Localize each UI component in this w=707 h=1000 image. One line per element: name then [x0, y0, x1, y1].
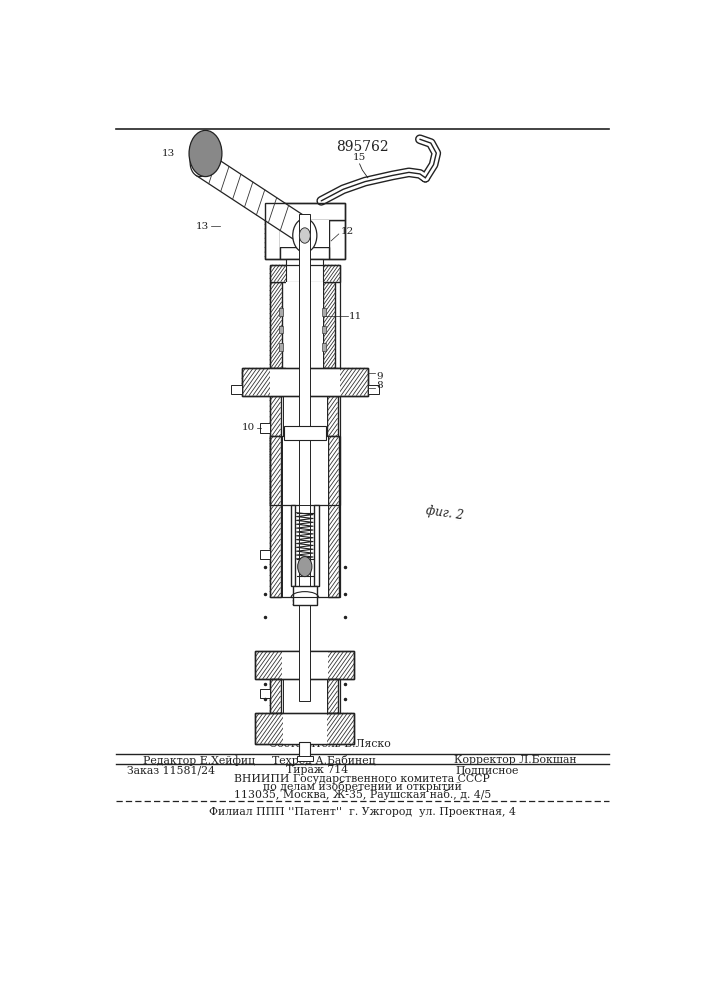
Bar: [283, 396, 327, 505]
Text: Корректор Л.Бокшан: Корректор Л.Бокшан: [455, 755, 577, 765]
Bar: [279, 308, 283, 316]
Bar: [280, 247, 329, 259]
Bar: [231, 385, 242, 394]
Text: 11: 11: [349, 312, 362, 321]
Text: фиг. 2: фиг. 2: [426, 504, 464, 522]
Bar: [260, 550, 270, 559]
Text: Филиал ППП ''Патент''  г. Ужгород  ул. Проектная, 4: Филиал ППП ''Патент'' г. Ужгород ул. Про…: [209, 807, 516, 817]
Polygon shape: [196, 150, 303, 240]
Bar: [270, 265, 340, 282]
Bar: [293, 586, 317, 605]
Bar: [299, 214, 310, 701]
Bar: [279, 326, 283, 333]
Bar: [286, 259, 323, 282]
Bar: [255, 651, 354, 679]
Bar: [270, 436, 340, 597]
Bar: [265, 203, 345, 259]
Text: 9: 9: [376, 372, 382, 381]
Bar: [327, 396, 337, 505]
Bar: [322, 326, 326, 333]
Bar: [291, 505, 296, 586]
Text: 13: 13: [196, 222, 209, 231]
Bar: [255, 651, 354, 679]
Bar: [329, 220, 345, 259]
Text: Редактор Е.Хейфиц: Редактор Е.Хейфиц: [144, 755, 255, 766]
Bar: [270, 265, 340, 368]
Bar: [270, 396, 340, 505]
Text: Техред А.Бабинец: Техред А.Бабинец: [272, 755, 376, 766]
Text: 10: 10: [243, 424, 255, 432]
Bar: [323, 282, 336, 368]
Bar: [283, 679, 327, 713]
Bar: [265, 203, 345, 220]
Bar: [286, 282, 323, 368]
Bar: [322, 308, 326, 316]
Bar: [270, 679, 281, 713]
Text: ВНИИПИ Государственного комитета СССР: ВНИИПИ Государственного комитета СССР: [235, 774, 490, 784]
Bar: [270, 368, 340, 396]
Bar: [260, 423, 270, 433]
Bar: [328, 436, 339, 597]
Bar: [284, 426, 326, 440]
Bar: [291, 505, 319, 586]
Bar: [368, 385, 379, 394]
Text: 895762: 895762: [336, 140, 389, 154]
Bar: [279, 343, 283, 351]
Bar: [242, 368, 368, 396]
Circle shape: [293, 219, 317, 252]
Bar: [255, 713, 354, 744]
Bar: [255, 713, 354, 744]
Bar: [270, 679, 340, 713]
Text: 8: 8: [376, 380, 382, 389]
Bar: [260, 689, 270, 698]
Circle shape: [189, 130, 222, 177]
Bar: [297, 756, 313, 761]
Bar: [283, 713, 327, 744]
Bar: [282, 651, 328, 679]
Text: по делам изобретений и открытий: по делам изобретений и открытий: [263, 781, 462, 792]
Text: Составитель В.Ляско: Составитель В.Ляско: [269, 739, 390, 749]
Bar: [265, 220, 280, 259]
Bar: [270, 396, 281, 505]
Text: 12: 12: [341, 227, 354, 236]
Circle shape: [299, 228, 310, 243]
Bar: [280, 220, 329, 247]
Text: Заказ 11581/24: Заказ 11581/24: [127, 765, 215, 775]
Bar: [270, 436, 281, 597]
Circle shape: [190, 149, 210, 177]
Bar: [270, 282, 282, 368]
Bar: [293, 586, 317, 605]
Circle shape: [298, 557, 312, 577]
Text: Подписное: Подписное: [455, 765, 519, 775]
Bar: [322, 343, 326, 351]
Bar: [242, 368, 368, 396]
Bar: [327, 679, 337, 713]
Bar: [299, 742, 310, 759]
Bar: [282, 436, 328, 597]
Bar: [314, 505, 319, 586]
Text: 113035, Москва, Ж-35, Раушская наб., д. 4/5: 113035, Москва, Ж-35, Раушская наб., д. …: [234, 789, 491, 800]
Text: 13: 13: [162, 149, 175, 158]
Text: Тираж 714: Тираж 714: [286, 765, 348, 775]
Text: 15: 15: [353, 153, 366, 162]
